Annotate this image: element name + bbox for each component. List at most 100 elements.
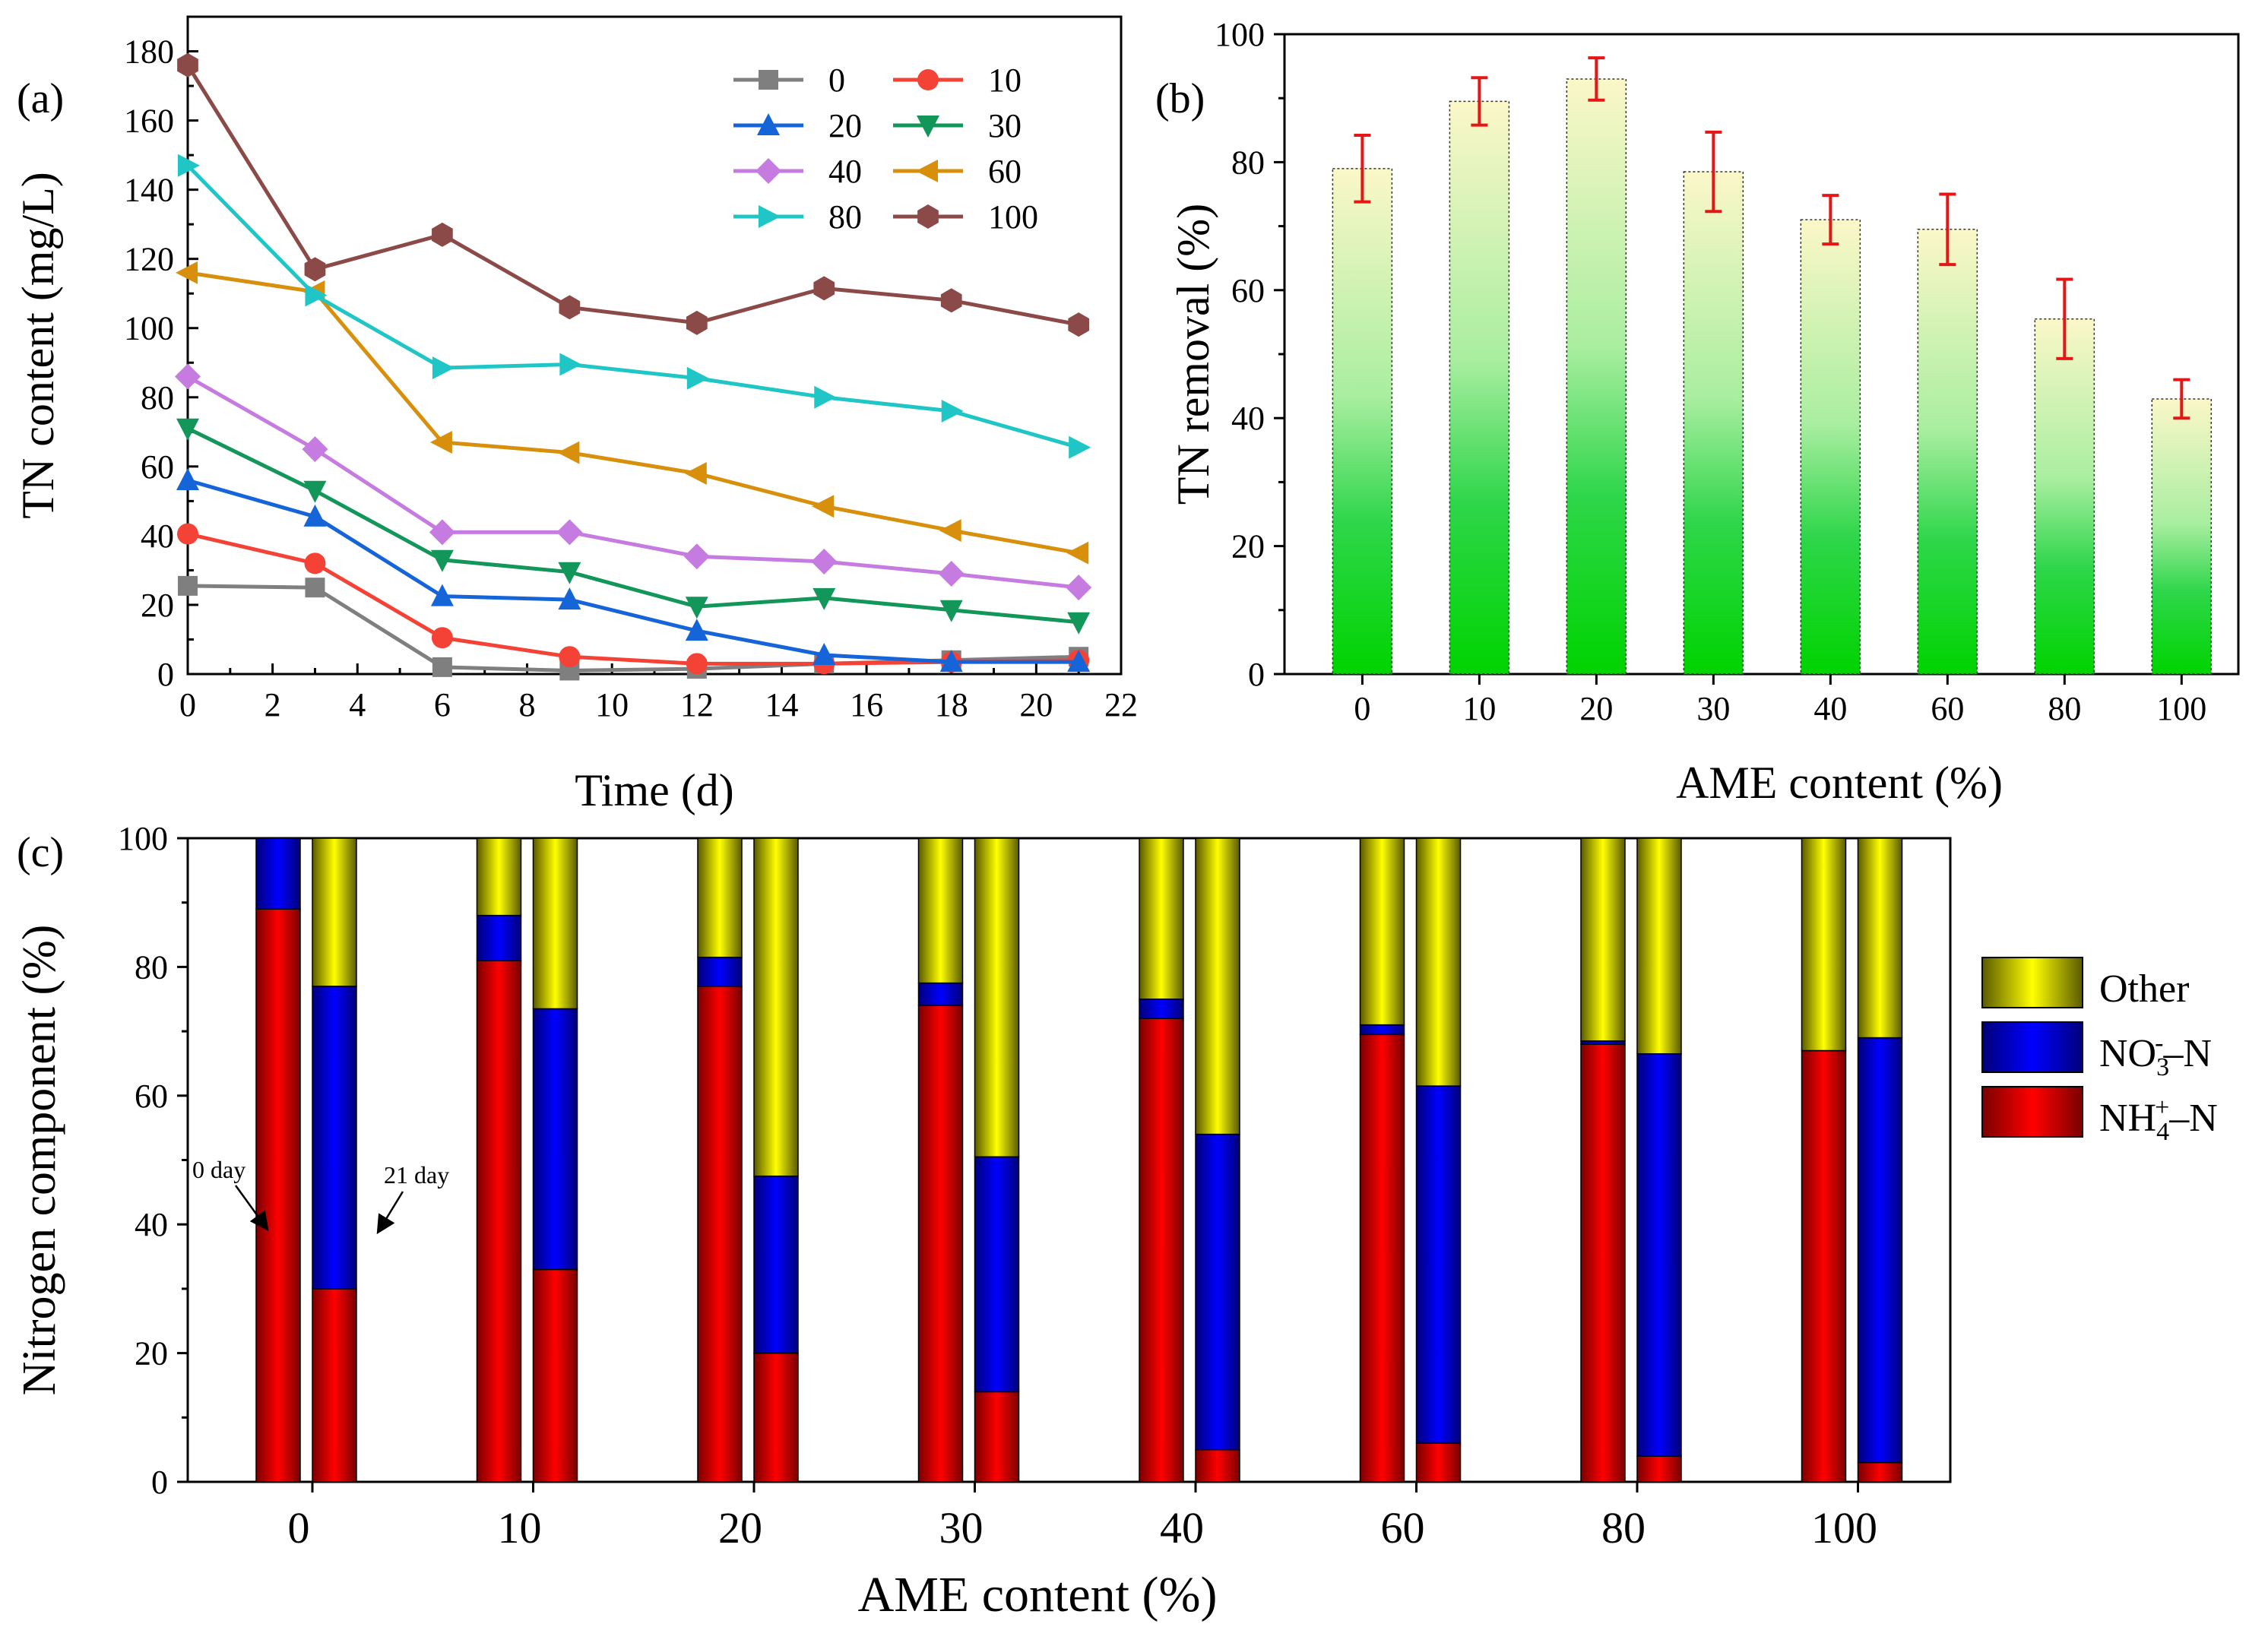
point-100-21 — [1068, 312, 1090, 337]
legend-marker-10 — [917, 69, 939, 90]
point-30-12 — [685, 597, 708, 619]
point-10-9 — [559, 646, 581, 668]
x-tick-label-a: 12 — [680, 686, 714, 723]
point-0-0 — [178, 575, 198, 596]
point-40-0 — [175, 363, 201, 390]
series-60 — [176, 261, 1089, 565]
x-tick-label-b: 30 — [1696, 690, 1730, 727]
y-tick-label-b: 20 — [1231, 528, 1265, 565]
x-tick-label-a: 2 — [264, 686, 281, 723]
error-bar-0 — [1354, 134, 1371, 204]
y-tick-label-a: 160 — [124, 103, 174, 140]
legend-swatch-other — [1981, 957, 2083, 1008]
stack-Other-day21-60 — [1415, 837, 1462, 1087]
stack-NH4N-day21-80 — [1636, 1455, 1682, 1483]
x-axis-title-b: AME content (%) — [1676, 758, 2003, 808]
point-80-6 — [432, 356, 455, 380]
legend-item-30: 30 — [893, 107, 1022, 144]
point-30-21 — [1067, 612, 1091, 635]
stack-NH4N-day0-60 — [1359, 1033, 1405, 1483]
x-tick-label-b: 40 — [1813, 690, 1847, 727]
stack-NO3N-day0-0 — [255, 837, 301, 910]
point-40-6 — [429, 519, 455, 546]
point-0-3 — [305, 578, 325, 598]
x-tick-label-b: 20 — [1579, 690, 1613, 727]
x-tick-label-c: 20 — [718, 1503, 762, 1553]
point-40-3 — [302, 436, 328, 463]
legend-swatch-no3 — [1981, 1021, 2083, 1073]
point-100-9 — [559, 295, 581, 320]
stack-Other-day0-80 — [1580, 837, 1626, 1042]
legend-label-80: 80 — [828, 198, 862, 236]
y-tick-label-a: 40 — [141, 518, 174, 555]
series-40 — [175, 363, 1092, 601]
series-30 — [176, 418, 1091, 635]
point-100-6 — [432, 222, 453, 247]
y-tick-label-a: 20 — [141, 587, 174, 624]
legend-label-other: Other — [2099, 967, 2189, 1011]
point-80-3 — [305, 283, 328, 307]
stack-NO3N-day21-20 — [753, 1175, 799, 1354]
point-20-0 — [176, 468, 199, 491]
x-tick-label-c: 80 — [1601, 1503, 1646, 1553]
point-10-0 — [177, 523, 198, 545]
legend-marker-30 — [917, 116, 939, 138]
point-40-15 — [811, 549, 838, 575]
point-80-21 — [1069, 435, 1091, 459]
bar-20 — [1566, 78, 1627, 675]
point-10-3 — [304, 552, 326, 575]
point-60-12 — [684, 461, 707, 485]
legend-label-40: 40 — [828, 153, 862, 190]
bar-30 — [1683, 171, 1744, 675]
legend-item-80: 80 — [733, 198, 862, 236]
stack-NO3N-day0-60 — [1359, 1024, 1405, 1036]
y-tick-label-c: 80 — [135, 948, 168, 986]
x-tick-label-c: 60 — [1381, 1503, 1425, 1553]
stack-NH4N-day0-10 — [476, 960, 522, 1483]
point-30-0 — [176, 418, 199, 441]
series-line-80 — [186, 164, 1079, 450]
point-80-18 — [941, 400, 964, 423]
panel-c-stacked-bar-chart: (c) 0 20 40 60 80 100 0 10 20 30 40 60 80 100 0 day 21 d… — [14, 820, 2218, 1622]
stack-Other-day0-20 — [697, 837, 743, 958]
y-axis-title-c: Nitrogen component (%) — [14, 925, 65, 1396]
y-tick-label-b: 0 — [1248, 656, 1265, 693]
y-tick-label-a: 100 — [124, 310, 174, 347]
x-tick-label-c: 40 — [1160, 1503, 1204, 1553]
x-tick-label-a: 10 — [595, 686, 629, 723]
bar-0 — [1332, 168, 1393, 675]
stack-NH4N-day21-10 — [532, 1268, 578, 1483]
point-80-0 — [178, 154, 200, 177]
stack-NH4N-day0-100 — [1801, 1049, 1847, 1483]
panel-label-b: (b) — [1155, 75, 1205, 122]
arrow-day21 — [376, 1191, 404, 1235]
annotation-day21: 21 day — [384, 1161, 449, 1189]
stack-Other-day0-30 — [917, 837, 964, 984]
point-40-18 — [938, 560, 965, 587]
x-tick-label-a: 20 — [1019, 686, 1053, 723]
legend-marker-40 — [755, 158, 781, 184]
series-line-30 — [186, 426, 1079, 625]
x-axis-title-a: Time (d) — [575, 765, 733, 815]
legend-label-no3: NO3-–N — [2099, 1029, 2212, 1081]
point-60-15 — [812, 495, 835, 518]
point-100-12 — [686, 310, 708, 335]
series-line-100 — [185, 64, 1079, 327]
point-30-3 — [303, 480, 327, 503]
stack-NH4N-day21-60 — [1415, 1442, 1462, 1483]
legend-label-60: 60 — [988, 153, 1022, 190]
point-60-6 — [429, 430, 452, 454]
legend-item-20: 20 — [733, 107, 862, 144]
x-tick-label-b: 80 — [2048, 690, 2081, 727]
point-60-0 — [176, 261, 198, 284]
point-20-3 — [303, 504, 327, 527]
legend-marker-80 — [759, 205, 781, 228]
point-30-6 — [430, 549, 454, 572]
x-tick-label-c: 0 — [288, 1503, 310, 1553]
point-100-15 — [813, 276, 835, 301]
point-20-15 — [812, 642, 836, 665]
error-bar-40 — [1822, 194, 1839, 246]
x-tick-label-b: 100 — [2156, 690, 2206, 727]
x-tick-label-b: 0 — [1354, 690, 1370, 727]
